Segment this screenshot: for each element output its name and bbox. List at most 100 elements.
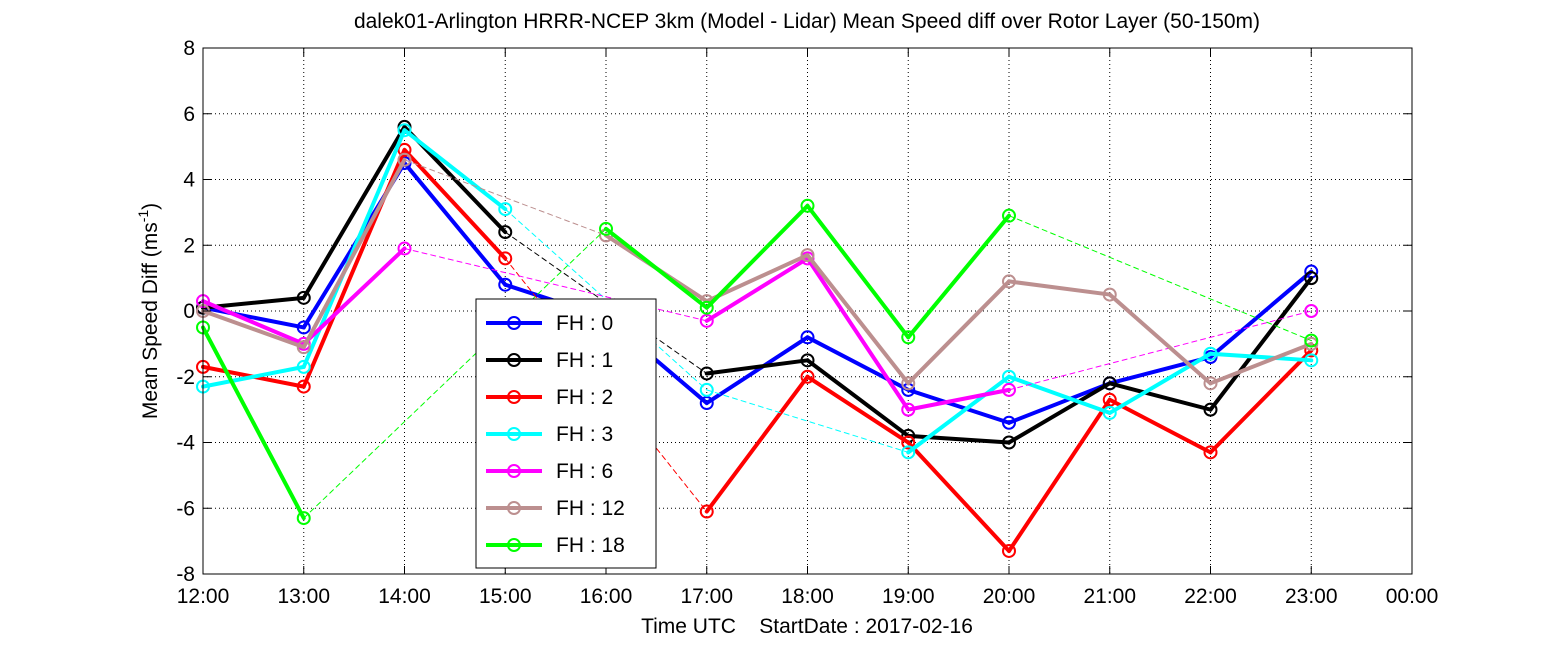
series-gap-line bbox=[303, 228, 607, 519]
series-line-segment bbox=[1208, 269, 1314, 360]
data-point bbox=[699, 300, 714, 315]
legend-swatch-marker bbox=[507, 316, 521, 330]
series-line-segment bbox=[301, 157, 407, 350]
series-line-segment bbox=[704, 256, 810, 323]
data-point bbox=[1102, 287, 1117, 302]
series-line-segment bbox=[301, 124, 407, 300]
x-tick-label: 17:00 bbox=[680, 585, 733, 608]
x-tick-label: 21:00 bbox=[1083, 585, 1136, 608]
series-line-segment bbox=[704, 374, 810, 514]
legend-swatch-marker bbox=[507, 501, 521, 515]
y-tick-label: -8 bbox=[176, 563, 195, 586]
series-line-segment bbox=[805, 203, 911, 340]
data-point bbox=[800, 198, 815, 213]
data-point bbox=[901, 376, 916, 391]
data-point bbox=[498, 251, 513, 266]
data-point bbox=[800, 330, 815, 345]
y-axis-label-close: ) bbox=[139, 203, 162, 210]
legend: FH : 0 FH : 1 FH : 2 FH : 3 FH : 6 FH : 12 FH … bbox=[475, 298, 657, 569]
x-tick-label: 00:00 bbox=[1386, 585, 1439, 608]
series-line-segment bbox=[805, 374, 911, 445]
series-line-segment bbox=[1208, 341, 1314, 386]
series-line-segment bbox=[805, 253, 911, 386]
series-line-segment bbox=[402, 128, 508, 212]
series-line-segment bbox=[201, 309, 306, 350]
data-point bbox=[1304, 271, 1319, 286]
data-point bbox=[901, 402, 916, 417]
y-axis-label-sup: -1 bbox=[135, 210, 151, 223]
series-line-segment bbox=[402, 147, 508, 261]
legend-swatch-marker bbox=[507, 390, 521, 404]
series-gap-line bbox=[1008, 215, 1312, 342]
data-point bbox=[800, 248, 815, 263]
data-point bbox=[1203, 346, 1218, 361]
series-gap-line bbox=[1008, 310, 1312, 391]
series-gap-line bbox=[504, 231, 708, 374]
data-point bbox=[800, 369, 815, 384]
data-point bbox=[901, 330, 916, 345]
data-point bbox=[1002, 274, 1016, 289]
data-point bbox=[498, 225, 513, 240]
legend-swatch-marker bbox=[507, 464, 521, 478]
data-point bbox=[1102, 405, 1117, 420]
data-point bbox=[1002, 208, 1016, 223]
series-line-segment bbox=[1007, 381, 1112, 445]
data-point bbox=[1002, 543, 1016, 558]
series-gap-line bbox=[706, 389, 909, 453]
series-gap-line bbox=[404, 248, 708, 322]
data-point bbox=[498, 202, 513, 217]
chart-title: dalek01-Arlington HRRR-NCEP 3km (Model -… bbox=[354, 10, 1260, 33]
series-line-segment bbox=[906, 374, 1011, 455]
y-tick-label: -6 bbox=[176, 497, 195, 520]
data-point bbox=[599, 221, 613, 236]
data-point bbox=[296, 511, 311, 526]
y-tick-label: -2 bbox=[176, 366, 195, 389]
data-point bbox=[1002, 369, 1016, 384]
series-line-segment bbox=[1208, 276, 1314, 412]
y-tick-label: 6 bbox=[183, 103, 195, 126]
data-point bbox=[296, 290, 311, 305]
legend-entry-label: FH : 0 bbox=[556, 312, 613, 335]
series-line-segment bbox=[1208, 351, 1314, 363]
data-point bbox=[397, 142, 412, 157]
data-point bbox=[1203, 445, 1218, 460]
series-line-segment bbox=[1007, 279, 1112, 297]
series-line-segment bbox=[906, 440, 1011, 553]
data-point bbox=[901, 435, 916, 450]
series-line-segment bbox=[201, 364, 306, 389]
y-tick-label: 2 bbox=[183, 234, 195, 257]
data-point bbox=[699, 504, 714, 519]
x-tick-label: 12:00 bbox=[177, 585, 230, 608]
series-line-segment bbox=[906, 213, 1011, 340]
x-tick-label: 16:00 bbox=[580, 585, 633, 608]
series-line-segment bbox=[604, 226, 709, 310]
series-line-segment bbox=[704, 335, 810, 406]
series-line-segment bbox=[201, 305, 306, 330]
x-tick-label: 15:00 bbox=[479, 585, 532, 608]
x-tick-label: 23:00 bbox=[1285, 585, 1338, 608]
x-tick-label: 18:00 bbox=[781, 585, 834, 608]
data-point bbox=[1304, 353, 1319, 368]
series-line-segment bbox=[906, 433, 1011, 445]
x-tick-label: 22:00 bbox=[1184, 585, 1237, 608]
series-line-segment bbox=[704, 203, 810, 310]
data-point bbox=[800, 353, 815, 368]
series-line-segment bbox=[402, 161, 508, 287]
series-line-segment bbox=[1007, 397, 1112, 553]
data-point bbox=[699, 396, 714, 411]
data-point bbox=[1002, 435, 1016, 450]
data-point bbox=[296, 379, 311, 394]
data-point bbox=[296, 359, 311, 374]
data-point bbox=[1203, 402, 1218, 417]
y-tick-label: 4 bbox=[183, 169, 195, 192]
data-point bbox=[699, 382, 714, 397]
series-4 bbox=[196, 241, 1319, 417]
x-axis-label: Time UTC StartDate : 2017-02-16 bbox=[641, 615, 973, 638]
legend-swatch-marker bbox=[507, 538, 521, 552]
legend-entry-label: FH : 12 bbox=[556, 497, 625, 520]
y-tick-label: 0 bbox=[183, 300, 195, 323]
legend-entry-label: FH : 3 bbox=[556, 423, 613, 446]
data-point bbox=[1203, 376, 1218, 391]
legend-swatch-marker bbox=[507, 427, 521, 441]
